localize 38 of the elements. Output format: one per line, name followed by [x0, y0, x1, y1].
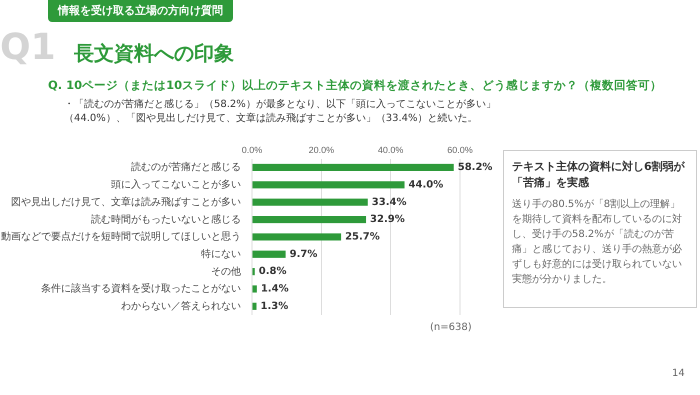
chart-title: 長文資料への印象	[74, 40, 234, 67]
bar	[252, 198, 368, 206]
x-tick-label: 0.0%	[242, 144, 262, 155]
bar	[252, 250, 286, 258]
data-label: 44.0%	[408, 179, 444, 190]
bar	[252, 164, 454, 172]
x-tick-label: 20.0%	[308, 144, 334, 155]
data-label: 58.2%	[458, 162, 492, 174]
y-tick-label: 条件に該当する資料を受け取ったことがない	[41, 282, 241, 295]
data-label: 25.7%	[345, 231, 380, 242]
y-tick-label: 頭に入ってこないことが多い	[111, 178, 241, 191]
data-label: 1.3%	[260, 300, 288, 312]
bar	[252, 233, 342, 240]
text: テキスト主体の資料に対し6割弱が「苦痛」を実感	[512, 159, 686, 191]
y-tick-label: 動画などで要点だけを短時間で説明してほしいと思う	[1, 230, 241, 243]
bar	[252, 302, 257, 310]
data-label: 1.4%	[260, 284, 289, 295]
bar	[252, 216, 366, 224]
y-tick-label: 読むのが苦痛だと感じる	[131, 161, 241, 174]
text: ・「読むのが苦痛だと感じる」（58.2%）が最多となり、以下「頭に入ってこないことが多い」（44.0%）、「図や見出しだけ見て、文章は読み飛ばすことが多い」（33.4%）と続いた。	[64, 98, 497, 126]
y-tick-label: わからない／答えられない	[121, 300, 241, 312]
y-tick-label: 特にない	[201, 248, 241, 260]
data-label: 9.7%	[290, 248, 318, 260]
y-tick-label: 読む時間がもったいないと感じる	[91, 213, 241, 226]
y-tick-label: 図や見出しだけ見て、文章は読み飛ばすことが多い	[11, 196, 241, 208]
data-label: 33.4%	[372, 196, 406, 208]
y-tick-label: その他	[211, 265, 241, 278]
data-label: 0.8%	[258, 266, 287, 278]
x-tick-label: 60.0%	[447, 144, 473, 155]
bar	[252, 181, 405, 188]
text: 送り手の80.5%が「8割以上の理解」を期待して資料を配布しているのに対し、受け手の58.2%が「読むのが苦痛」と感じており、送り手の熱意が必ずしも好意的には受け取られていない実態が分かりました。	[512, 198, 683, 287]
chart-subtitle: Q. 10ページ（または10スライド）以上のテキスト主体の資料を渡されたとき、どう感じますか？（複数回答可）	[48, 78, 664, 93]
data-label: 32.9%	[370, 214, 405, 226]
text: 14	[672, 368, 685, 379]
x-tick-label: 40.0%	[378, 144, 404, 155]
text: 情報を受け取る立場の方向け質問	[48, 0, 233, 22]
bar	[252, 285, 257, 293]
text: (n=638)	[430, 322, 472, 333]
